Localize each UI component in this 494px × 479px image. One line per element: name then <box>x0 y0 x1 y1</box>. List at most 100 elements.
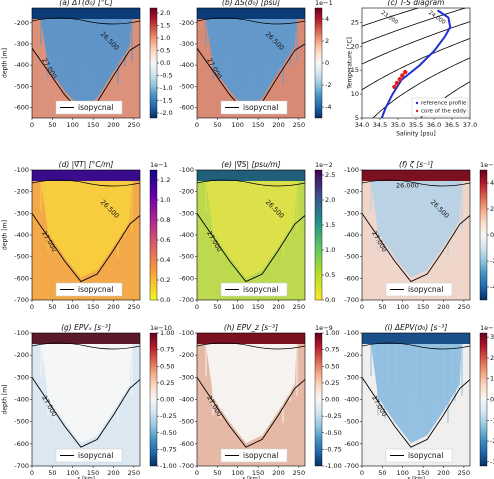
field-streak <box>47 343 49 416</box>
field-streak <box>110 343 112 402</box>
field-streak <box>110 180 112 238</box>
field-streak <box>219 343 221 419</box>
x-tick-label: 0 <box>30 121 34 129</box>
panel: (b) ΔS(σ₀) [psu]26.50027.000isopycnal420… <box>179 0 332 129</box>
colorbar-offset: 1e−1 <box>150 161 168 169</box>
field-streak <box>391 343 393 383</box>
field-streak <box>205 343 207 377</box>
x-tick-label: 34.0 <box>355 121 369 129</box>
field-streak <box>247 343 249 390</box>
field-streak <box>370 180 372 213</box>
field-streak <box>289 180 291 237</box>
colorbar-tick-label: 4 <box>325 15 329 23</box>
legend-box <box>220 448 288 463</box>
x-tick-label: 50 <box>48 303 56 311</box>
x-tick-label: 0 <box>195 121 199 129</box>
field-streak <box>205 180 207 213</box>
colorbar-tick-label: 0.00 <box>160 396 174 404</box>
field-streak <box>433 180 435 232</box>
surface-contour <box>362 179 470 187</box>
panel-title: (c) T-S diagram <box>388 0 445 7</box>
y-tick-label: -100 <box>344 329 359 337</box>
y-tick-label: -400 <box>14 396 29 404</box>
field-streak <box>82 343 84 390</box>
colorbar-tick-label: 0.0 <box>160 59 170 67</box>
surface-band <box>32 8 140 19</box>
field-streak <box>275 18 277 67</box>
colorbar <box>314 332 323 467</box>
x-tick-label: 250 <box>458 303 470 311</box>
field-streak <box>117 180 119 258</box>
colorbar-tick-label: -4 <box>490 283 494 291</box>
y-tick-label: -200 <box>344 351 359 359</box>
surface-contour <box>197 17 305 25</box>
y-tick-label: -700 <box>344 462 359 470</box>
colorbar-tick-label: 0 <box>325 59 329 67</box>
y-tick-label: -600 <box>179 274 194 282</box>
x-tick-label: 250 <box>458 469 470 477</box>
field-streak <box>40 180 42 213</box>
colorbar <box>479 332 488 467</box>
colorbar <box>314 169 323 301</box>
field-core <box>370 339 462 444</box>
x-tick-label: 100 <box>397 469 409 477</box>
legend-label: reference profile <box>421 101 467 107</box>
y-tick-label: -400 <box>179 396 194 404</box>
field-streak <box>384 343 386 419</box>
surface-band <box>197 333 305 344</box>
field-streak <box>75 180 77 257</box>
x-tick-label: 150 <box>417 469 429 477</box>
colorbar-tick-label: -1.5 <box>160 97 173 105</box>
y-tick-label: 25 <box>351 18 359 26</box>
colorbar-tick-label: -1.00 <box>160 462 177 470</box>
y-tick-label: -100 <box>179 329 194 337</box>
x-tick-label: 50 <box>213 469 221 477</box>
y-tick-label: -300 <box>14 209 29 217</box>
eddy-core-point <box>397 77 402 82</box>
legend-box <box>385 448 453 463</box>
field-streak <box>433 343 435 396</box>
legend-label: isopycnal <box>243 285 278 294</box>
y-tick-label: 5 <box>355 114 359 122</box>
colorbar-tick-label: 1.00 <box>325 329 339 337</box>
field-core <box>205 176 297 278</box>
colorbar-tick-label: -2.0 <box>160 109 173 117</box>
legend-label: isopycnal <box>243 103 278 112</box>
field-streak <box>212 343 214 416</box>
y-tick-label: -200 <box>179 188 194 196</box>
colorbar-tick-label: 2 <box>490 354 494 362</box>
panel-title: (d) |∇̃T| [°C/m] <box>59 160 114 169</box>
colorbar <box>149 332 158 467</box>
eddy-core-point <box>403 69 408 75</box>
surface-contour <box>197 342 305 350</box>
y-tick-label: -200 <box>14 351 29 359</box>
field-streak <box>68 18 70 75</box>
field-streak <box>275 180 277 238</box>
isopycnal-line <box>362 213 470 283</box>
field-streak <box>233 343 235 412</box>
y-tick-label: -400 <box>344 396 359 404</box>
field-streak <box>282 18 284 84</box>
x-tick-label: 200 <box>272 121 284 129</box>
x-tick-label: 150 <box>417 303 429 311</box>
x-axis-label: Salinity [psu] <box>396 131 436 138</box>
contour-label: 26.000 <box>396 182 419 190</box>
colorbar-tick-label: 1.5 <box>325 221 335 229</box>
field-streak <box>275 343 277 402</box>
field-streak <box>240 180 242 257</box>
field-streak <box>212 180 214 251</box>
field-core <box>370 176 462 278</box>
colorbar-tick-label: -0.25 <box>325 412 342 420</box>
x-tick-label: 35.5 <box>409 121 423 129</box>
surface-band <box>32 333 140 344</box>
colorbar-tick-label: 0.25 <box>160 379 174 387</box>
field-streak <box>370 343 372 377</box>
legend-box <box>411 97 469 117</box>
x-tick-label: 150 <box>87 121 99 129</box>
surface-band <box>362 333 470 344</box>
x-tick-label: 0 <box>195 303 199 311</box>
surface-contour <box>32 179 140 187</box>
colorbar-tick-label: -0.25 <box>160 412 177 420</box>
